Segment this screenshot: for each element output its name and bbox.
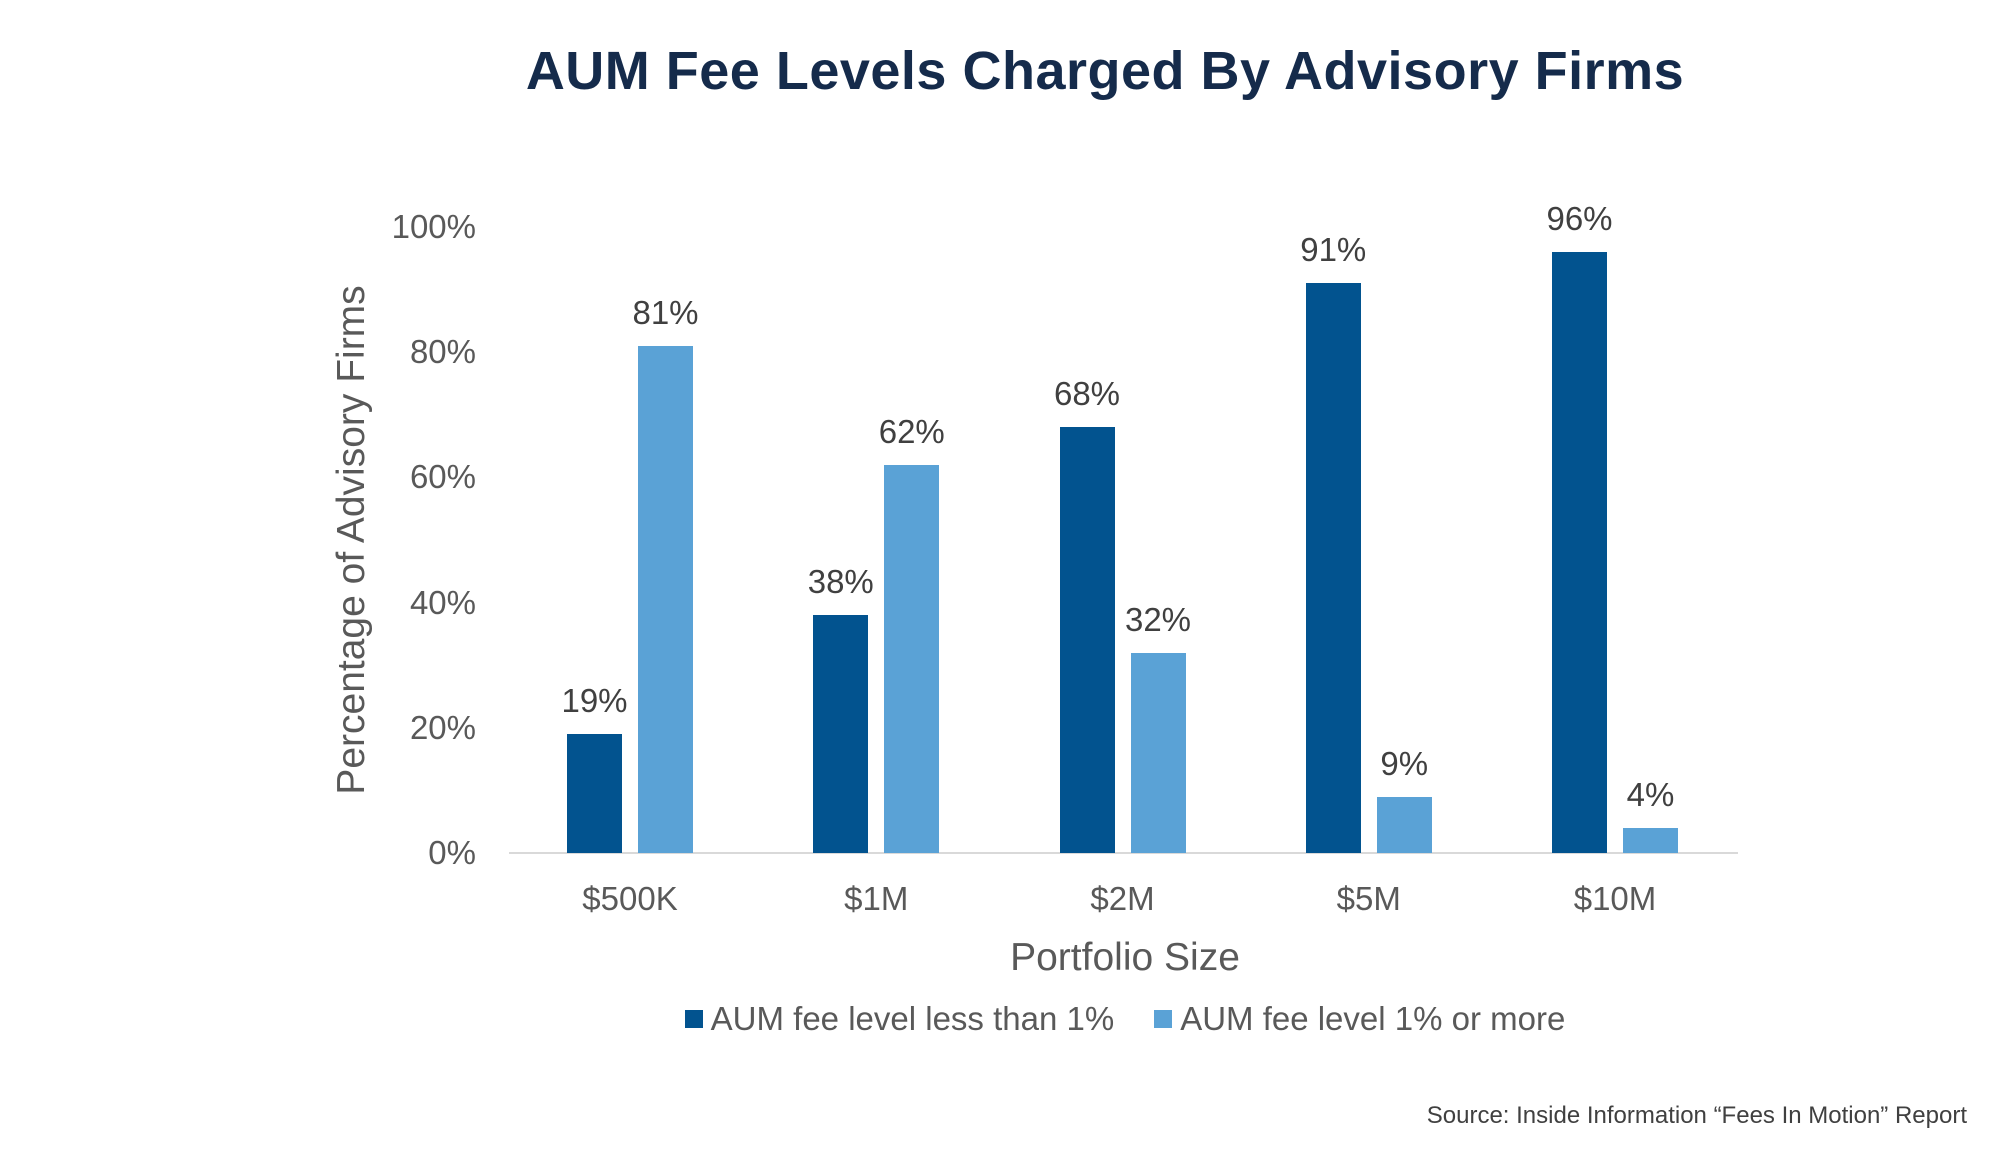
bar-1pct-or-more[interactable] — [1130, 652, 1186, 853]
legend-label: AUM fee level less than 1% — [710, 1000, 1115, 1037]
bar-less-than-1pct[interactable] — [813, 615, 869, 853]
y-tick-label: 100% — [391, 208, 476, 245]
y-tick-label: 40% — [409, 583, 476, 621]
legend-swatch-light-blue — [1154, 1010, 1173, 1028]
legend-label: AUM fee level 1% or more — [1180, 1000, 1566, 1037]
legend-item-series2[interactable]: AUM fee level 1% or more — [1154, 1000, 1565, 1038]
legend: AUM fee level less than 1% AUM fee level… — [0, 1000, 2000, 1038]
bar-less-than-1pct[interactable] — [1552, 252, 1607, 853]
bar-1pct-or-more[interactable] — [638, 345, 693, 853]
y-tick-label: 0% — [428, 834, 476, 871]
x-tick-label: $500K — [582, 880, 678, 917]
legend-item-series1[interactable]: AUM fee level less than 1% — [684, 1000, 1115, 1038]
x-tick-label: $1M — [844, 880, 909, 917]
data-label: 19% — [561, 682, 628, 720]
data-label: 9% — [1380, 744, 1429, 782]
data-label: 32% — [1124, 600, 1192, 638]
data-label: 96% — [1546, 200, 1613, 238]
data-label: 81% — [632, 293, 699, 331]
x-tick-label: $2M — [1090, 880, 1155, 917]
source-note: Source: Inside Information “Fees In Moti… — [1426, 1102, 1967, 1129]
bar-less-than-1pct[interactable] — [1305, 283, 1361, 853]
x-tick-label: $10M — [1573, 880, 1657, 917]
chart-title: AUM Fee Levels Charged By Advisory Firms — [525, 41, 1685, 101]
legend-swatch-dark-blue — [684, 1010, 703, 1028]
bar-1pct-or-more[interactable] — [1623, 827, 1678, 853]
bar-1pct-or-more[interactable] — [884, 464, 940, 853]
bar-1pct-or-more[interactable] — [1376, 796, 1432, 853]
data-label: 4% — [1626, 775, 1675, 813]
data-label: 62% — [878, 412, 945, 450]
x-tick-label: $5M — [1336, 880, 1401, 917]
x-axis-line — [509, 852, 1738, 854]
y-tick-label: 80% — [409, 333, 476, 371]
data-label: 68% — [1053, 375, 1121, 413]
y-tick-label: 20% — [409, 708, 476, 746]
data-label: 91% — [1300, 231, 1367, 269]
bar-less-than-1pct[interactable] — [1059, 427, 1115, 853]
y-tick-label: 60% — [409, 458, 476, 496]
x-axis-title: Portfolio Size — [1010, 936, 1240, 979]
bar-less-than-1pct[interactable] — [567, 734, 622, 853]
data-label: 38% — [807, 563, 874, 601]
